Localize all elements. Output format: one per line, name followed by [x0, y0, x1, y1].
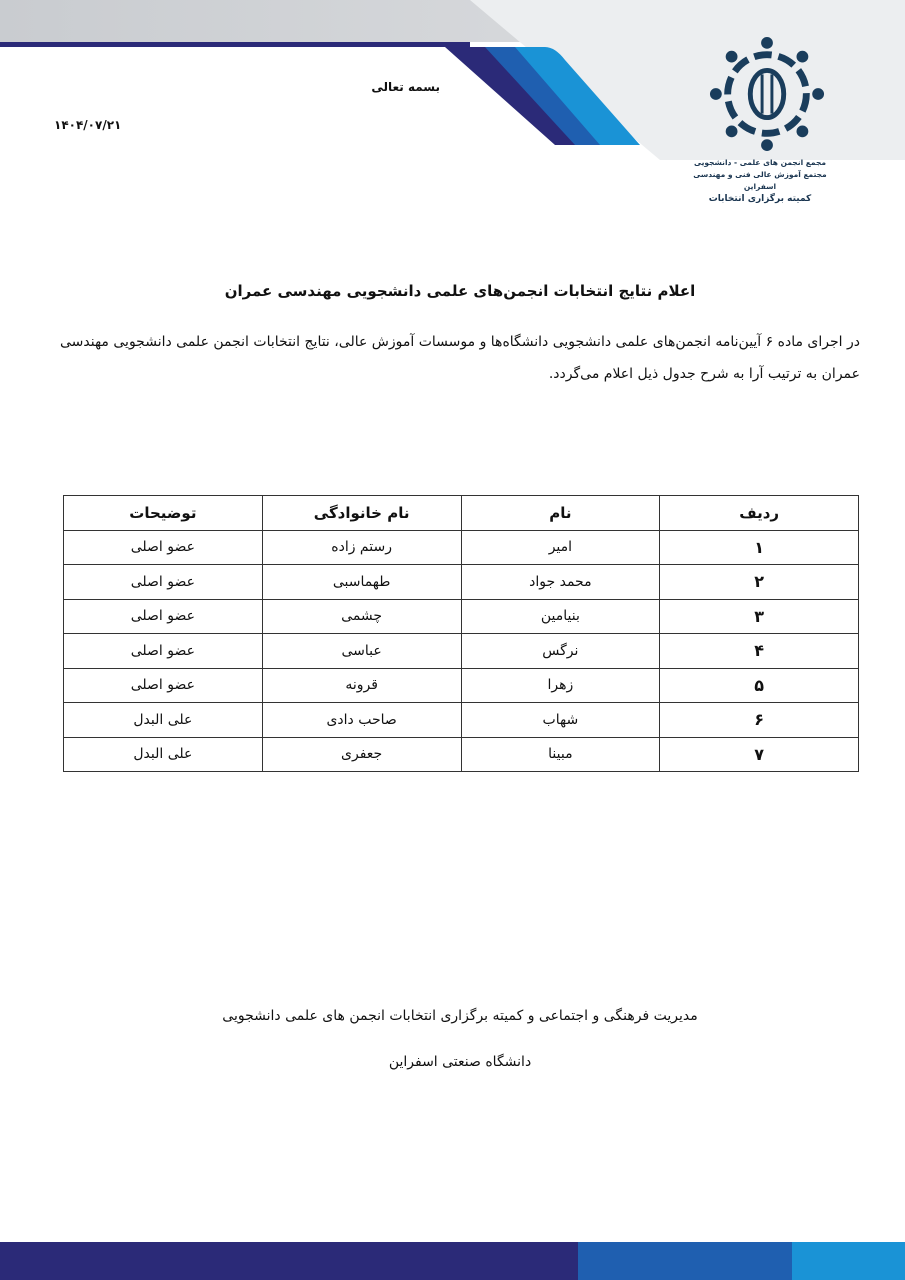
footer-bar-blue	[578, 1242, 792, 1280]
document-title: اعلام نتایج انتخابات انجمن‌های علمی دانش…	[224, 282, 696, 300]
last-name: چشمی	[261, 598, 462, 634]
logo-icon	[709, 36, 825, 152]
logo-line: مجمع انجمن های علمی - دانشجویی	[693, 158, 826, 167]
date: ۱۴۰۴/۰۷/۲۱	[54, 118, 122, 132]
first-name: زهرا	[460, 667, 661, 703]
last-name: جعفری	[261, 736, 462, 772]
row-number: ۵	[659, 667, 859, 703]
header-cell: نام خانوادگی	[261, 495, 462, 531]
last-name: صاحب دادی	[261, 702, 462, 738]
first-name: نرگس	[460, 633, 661, 669]
table-row: ۱ امیر رستم زاده عضو اصلی	[63, 529, 859, 565]
header-line	[0, 42, 470, 47]
row-number: ۶	[659, 702, 859, 738]
header-cell: نام	[460, 495, 661, 531]
row-number: ۴	[659, 633, 859, 669]
first-name: امیر	[460, 529, 661, 565]
table-row: ۶ شهاب صاحب دادی علی البدل	[63, 702, 859, 738]
logo-line: کمیته برگزاری انتخابات	[708, 194, 812, 204]
row-number: ۱	[659, 529, 859, 565]
results-table: ردیف نام نام خانوادگی توضیحات ۱ امیر رستم …	[63, 495, 859, 772]
first-name: مبینا	[460, 736, 661, 772]
last-name: عباسی	[261, 633, 462, 669]
description: عضو اصلی	[63, 564, 263, 600]
table-row: ۵ زهرا قرونه عضو اصلی	[63, 667, 859, 703]
row-number: ۳	[659, 598, 859, 634]
header-cell: ردیف	[659, 495, 859, 531]
logo-line: مجتمع آموزش عالی فنی و مهندسی اسفراین	[693, 170, 827, 191]
first-name: بنیامین	[460, 598, 661, 634]
logo-text: مجمع انجمن های علمی - دانشجویی مجتمع آمو…	[680, 157, 840, 205]
last-name: رستم زاده	[261, 529, 462, 565]
table-row: ۴ نرگس عباسی عضو اصلی	[63, 633, 859, 669]
footer-bar-navy	[0, 1242, 578, 1280]
row-number: ۲	[659, 564, 859, 600]
bismillah: بسمه تعالی	[371, 80, 440, 94]
description: عضو اصلی	[63, 633, 263, 669]
description: علی البدل	[63, 736, 263, 772]
last-name: طهماسبی	[261, 564, 462, 600]
description: عضو اصلی	[63, 529, 263, 565]
description: علی البدل	[63, 702, 263, 738]
row-number: ۷	[659, 736, 859, 772]
table-row: ۳ بنیامین چشمی عضو اصلی	[63, 598, 859, 634]
footer-bar-light-blue	[792, 1242, 905, 1280]
footer-line-1: مدیریت فرهنگی و اجتماعی و کمیته برگزاری …	[222, 1008, 698, 1024]
first-name: شهاب	[460, 702, 661, 738]
first-name: محمد جواد	[460, 564, 661, 600]
description: عضو اصلی	[63, 598, 263, 634]
footer-line-2: دانشگاه صنعتی اسفراین	[388, 1054, 532, 1070]
last-name: قرونه	[261, 667, 462, 703]
table-row: ۷ مبینا جعفری علی البدل	[63, 736, 859, 772]
description: عضو اصلی	[63, 667, 263, 703]
table-header-row: ردیف نام نام خانوادگی توضیحات	[63, 495, 859, 531]
body-text: در اجرای ماده ۶ آیین‌نامه انجمن‌های علمی…	[60, 334, 860, 382]
table-row: ۲ محمد جواد طهماسبی عضو اصلی	[63, 564, 859, 600]
header-cell: توضیحات	[63, 495, 263, 531]
